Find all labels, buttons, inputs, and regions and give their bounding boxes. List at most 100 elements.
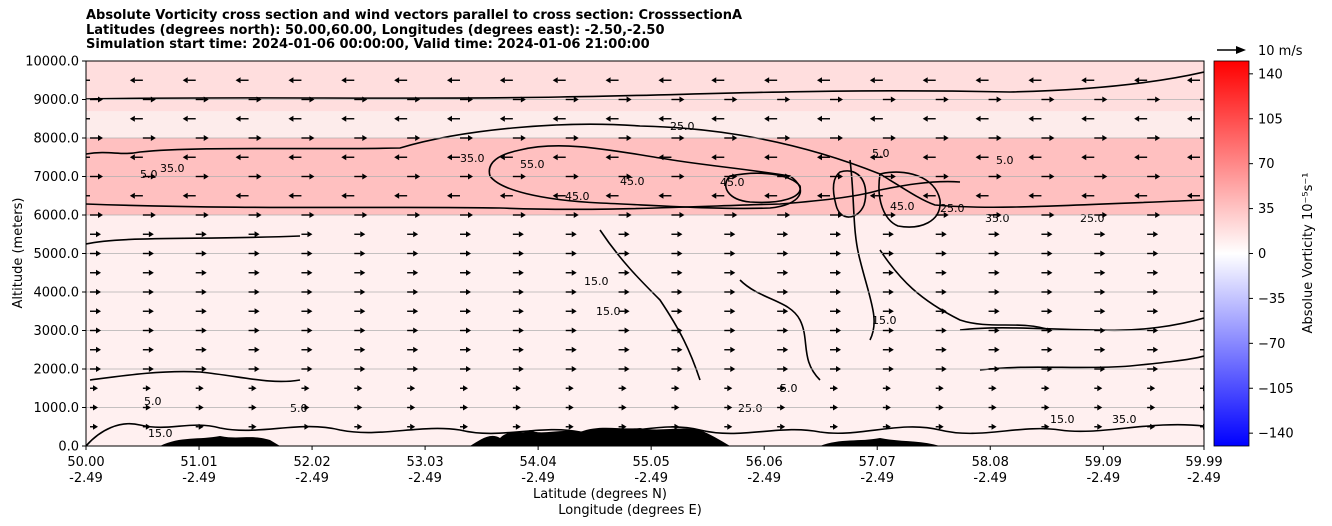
wind-arrow-head xyxy=(677,289,683,295)
wind-arrow-head xyxy=(677,231,683,238)
wind-arrow-head xyxy=(727,385,733,392)
vorticity-band xyxy=(86,215,1204,254)
wind-arrow-head xyxy=(518,346,524,353)
colorbar-label: Absolue Vorticity 10⁻⁵s⁻¹ xyxy=(1301,173,1316,334)
wind-arrow-head xyxy=(201,327,207,334)
wind-arrow-head xyxy=(677,366,683,372)
x-tick-label-longitude: -2.49 xyxy=(408,471,442,486)
colorbar-tick-label: 105 xyxy=(1258,112,1283,127)
wind-arrow-head xyxy=(1206,289,1211,295)
wind-arrow-head xyxy=(129,192,135,199)
wind-arrow-head xyxy=(1100,346,1106,353)
colorbar-tick-label: 140 xyxy=(1258,67,1283,82)
wind-arrow-head xyxy=(468,173,473,180)
wind-arrow-head xyxy=(360,289,366,295)
wind-arrow-head xyxy=(518,269,524,276)
wind-arrow-head xyxy=(833,385,838,392)
wind-arrow-head xyxy=(1047,308,1053,315)
contour-label: 45.0 xyxy=(565,190,590,203)
contour-line xyxy=(86,71,1204,100)
wind-arrow-head xyxy=(730,327,736,334)
wind-arrow-head xyxy=(780,385,786,392)
wind-arrow-head xyxy=(413,269,419,276)
wind-arrow-head xyxy=(730,308,736,315)
wind-arrow-head xyxy=(785,135,791,141)
wind-arrow-head xyxy=(711,192,717,199)
wind-arrow-head xyxy=(463,404,468,411)
wind-arrow-head xyxy=(943,212,949,218)
wind-arrow-head xyxy=(938,404,944,411)
contour-line xyxy=(879,249,1051,331)
wind-arrow-head xyxy=(730,289,736,295)
wind-arrow-head xyxy=(1208,135,1213,141)
wind-arrow-head xyxy=(1134,115,1140,122)
x-axis: 50.00-2.4951.01-2.4952.02-2.4953.03-2.49… xyxy=(67,446,1223,486)
wind-arrow-head xyxy=(145,404,151,411)
wind-arrow-head xyxy=(96,289,101,295)
wind-arrow-head xyxy=(254,308,260,315)
wind-arrow-head xyxy=(203,212,209,218)
wind-arrow-head xyxy=(1044,385,1050,392)
wind-arrow-head xyxy=(254,289,260,295)
colorbar-tick-label: 70 xyxy=(1258,157,1275,172)
wind-arrow-head xyxy=(520,96,526,103)
wind-arrow-head xyxy=(1081,77,1087,84)
contour-label: 35.0 xyxy=(460,152,485,165)
wind-arrow-head xyxy=(148,327,154,334)
wind-arrow-head xyxy=(150,135,156,141)
y-gridlines xyxy=(86,99,1204,408)
wind-arrow-head xyxy=(624,250,630,257)
colorbar-tick-label: −35 xyxy=(1258,292,1285,307)
wind-arrow-head xyxy=(1097,423,1103,430)
wind-arrow-head xyxy=(410,404,416,411)
wind-arrow-head xyxy=(1153,231,1159,238)
wind-arrow-head xyxy=(1206,366,1211,372)
wind-arrow-head xyxy=(77,77,82,83)
wind-arrow-head xyxy=(357,385,363,392)
wind-arrow-head xyxy=(413,289,419,295)
wind-arrow-head xyxy=(605,77,611,84)
wind-arrow-head xyxy=(890,173,896,180)
x-tick-label-longitude: -2.49 xyxy=(521,471,555,486)
wind-arrow-head xyxy=(922,115,928,122)
wind-arrow-head xyxy=(1155,96,1161,103)
wind-arrow-head xyxy=(466,269,471,276)
contour-label: 5.0 xyxy=(290,402,308,415)
quiver-key-label: 10 m/s xyxy=(1258,44,1303,59)
wind-arrow-head xyxy=(235,77,241,84)
wind-arrow-head xyxy=(1049,212,1055,218)
y-axis-label: Altitude (meters) xyxy=(11,198,26,309)
wind-arrow-head xyxy=(307,250,313,257)
wind-arrow-head xyxy=(922,192,928,199)
wind-arrow-head xyxy=(836,289,841,295)
colorbar-tick-label: 0 xyxy=(1258,247,1266,262)
wind-arrow-head xyxy=(129,77,135,84)
wind-arrow-head xyxy=(304,385,310,392)
wind-arrow-head xyxy=(304,404,310,411)
wind-arrow-head xyxy=(201,289,207,295)
wind-arrow-head xyxy=(341,77,347,84)
wind-arrow-head xyxy=(198,385,204,392)
wind-arrow-head xyxy=(256,96,262,103)
wind-arrow-head xyxy=(679,173,685,180)
wind-arrow-head xyxy=(885,423,891,430)
wind-arrow-head xyxy=(573,173,579,180)
wind-arrow-head xyxy=(1100,308,1106,315)
quiver-key: 10 m/s xyxy=(1217,44,1303,59)
wind-arrow-head xyxy=(518,289,524,295)
wind-arrow-head xyxy=(573,212,579,218)
wind-arrow-head xyxy=(251,385,257,392)
x-tick-label-longitude: -2.49 xyxy=(747,471,781,486)
contour-line xyxy=(86,123,1204,209)
wind-arrow-head xyxy=(410,423,416,430)
x-axis-label-longitude: Longitude (degrees E) xyxy=(558,503,702,518)
wind-arrow-head xyxy=(836,269,841,276)
wind-arrow-head xyxy=(552,77,558,84)
contour-label: 15.0 xyxy=(584,275,609,288)
x-tick-label-latitude: 54.04 xyxy=(520,455,557,470)
vorticity-band xyxy=(86,61,1204,112)
wind-arrow-head xyxy=(1081,154,1087,161)
y-tick-label: 5000.0 xyxy=(34,247,80,262)
wind-arrow-head xyxy=(1153,269,1159,276)
